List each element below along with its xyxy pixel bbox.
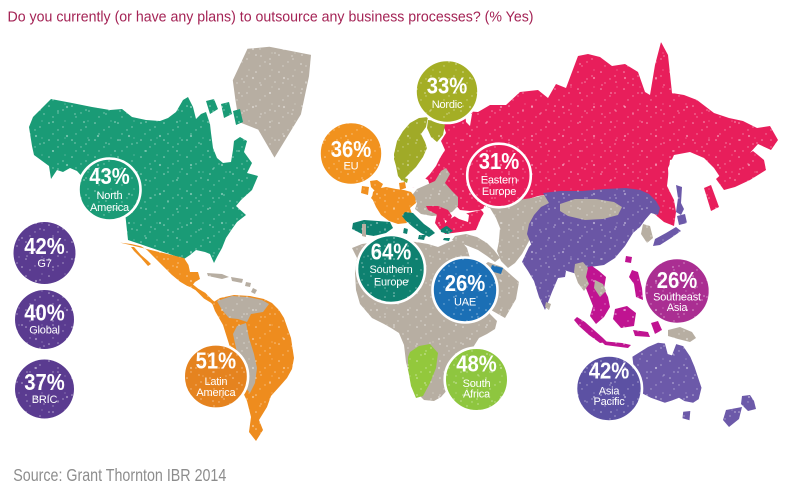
svg-text:Europe: Europe — [482, 186, 516, 198]
svg-text:26%: 26% — [445, 270, 486, 296]
svg-text:33%: 33% — [427, 73, 468, 99]
svg-text:64%: 64% — [371, 239, 412, 265]
svg-text:Southern: Southern — [369, 264, 412, 276]
svg-text:South: South — [463, 378, 491, 390]
svg-text:Asia: Asia — [667, 302, 689, 314]
svg-text:Nordic: Nordic — [432, 99, 463, 111]
svg-text:Asia: Asia — [599, 386, 621, 398]
svg-text:26%: 26% — [657, 267, 698, 293]
svg-text:Do you currently (or have any: Do you currently (or have any plans) to … — [8, 9, 534, 26]
svg-text:North: North — [97, 190, 123, 202]
svg-text:Source: Grant Thornton IBR 201: Source: Grant Thornton IBR 2014 — [13, 465, 226, 485]
svg-text:Europe: Europe — [374, 277, 408, 289]
svg-text:America: America — [90, 202, 130, 214]
svg-text:Southeast: Southeast — [653, 292, 701, 304]
svg-text:36%: 36% — [331, 136, 372, 162]
svg-text:Eastern: Eastern — [481, 175, 518, 187]
svg-text:EU: EU — [344, 161, 359, 173]
svg-text:BRIC: BRIC — [32, 394, 58, 406]
svg-text:31%: 31% — [479, 148, 520, 174]
svg-text:42%: 42% — [589, 358, 630, 384]
svg-text:37%: 37% — [24, 369, 65, 395]
svg-text:G7: G7 — [37, 258, 51, 270]
svg-text:48%: 48% — [456, 351, 497, 377]
svg-text:43%: 43% — [89, 163, 130, 189]
svg-text:42%: 42% — [24, 233, 65, 259]
svg-text:Latin: Latin — [204, 376, 227, 388]
svg-text:America: America — [196, 387, 236, 399]
svg-text:Global: Global — [29, 325, 60, 337]
svg-text:UAE: UAE — [454, 297, 476, 309]
svg-text:Pacific: Pacific — [594, 396, 626, 408]
svg-text:51%: 51% — [196, 348, 237, 374]
svg-text:40%: 40% — [24, 300, 65, 326]
svg-text:Africa: Africa — [463, 389, 491, 401]
